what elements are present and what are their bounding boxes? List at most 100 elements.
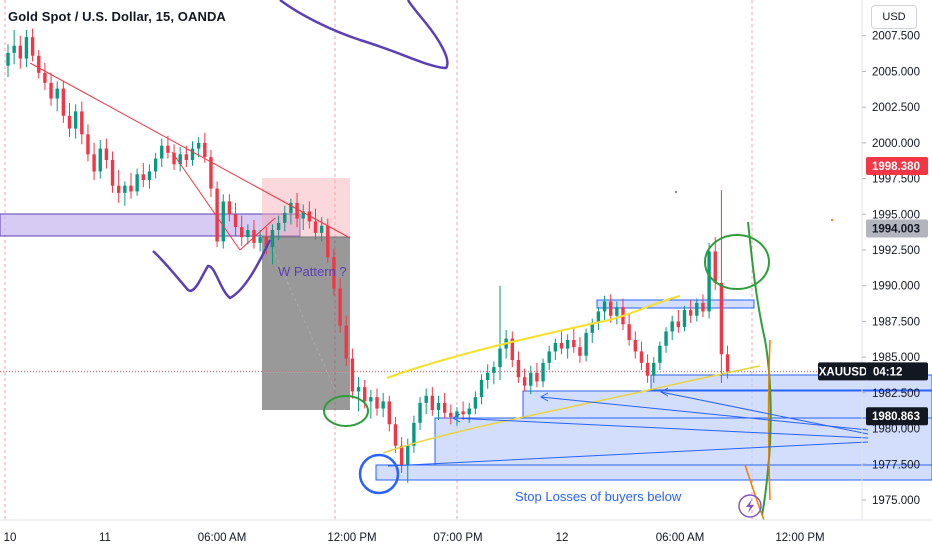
candle-body	[652, 362, 656, 376]
candle-body	[61, 88, 66, 116]
candle-body	[196, 142, 201, 149]
time-tick-label: 07:00 PM	[433, 532, 482, 544]
price-tick-label: 1977.500	[872, 459, 920, 471]
green-circle-low[interactable]	[323, 395, 369, 427]
candle-body	[701, 302, 705, 312]
currency-button[interactable]: USD	[871, 5, 917, 29]
candle-body	[406, 445, 410, 466]
candle-body	[725, 354, 730, 372]
candle-body	[596, 311, 601, 323]
price-tick-label: 1980.000	[872, 424, 920, 436]
time-tick-label: 12	[556, 532, 569, 544]
time-axis[interactable]: 10 11 06:00 AM 12:00 PM 07:00 PM 12 06:00 AM 12…	[0, 519, 932, 544]
inner-trendline[interactable]	[171, 151, 241, 251]
yellow-upper-channel[interactable]	[386, 295, 681, 379]
candle-body	[412, 422, 416, 446]
blue-arrow-line[interactable]	[387, 441, 869, 467]
candle-body	[645, 362, 650, 376]
candle-body	[55, 88, 59, 99]
candle-body	[209, 157, 213, 189]
time-tick-label: 06:00 AM	[198, 532, 247, 544]
blue-zone-middle[interactable]	[522, 390, 932, 419]
time-tick-label: 12:00 PM	[327, 532, 376, 544]
candle-body	[313, 221, 318, 233]
candle-body	[393, 424, 398, 446]
candle-body	[258, 237, 262, 243]
candle-body	[688, 310, 693, 316]
candle-body	[37, 55, 41, 73]
w-pattern-curve[interactable]	[152, 239, 272, 300]
candle-body	[344, 325, 348, 359]
price-tag-label: 1980.863	[872, 411, 920, 423]
candle-body	[184, 154, 189, 160]
orange-projection-curve[interactable]	[744, 464, 765, 521]
candle-body	[430, 395, 435, 410]
candle-body	[572, 340, 576, 348]
short-target-zone[interactable]	[262, 178, 350, 237]
short-risk-zone[interactable]	[262, 237, 350, 410]
candle-body	[166, 145, 170, 153]
price-tag	[866, 157, 928, 175]
candle-body	[535, 372, 539, 382]
candle-body	[233, 214, 238, 228]
candle-body	[246, 230, 250, 238]
candle-body	[270, 230, 275, 248]
candle-body	[141, 174, 145, 180]
orange-projection-curve[interactable]	[767, 339, 771, 501]
yellow-lower-channel[interactable]	[382, 365, 761, 454]
candle-body	[449, 412, 453, 418]
descending-trendline[interactable]	[29, 62, 351, 239]
candle-body	[252, 230, 256, 243]
blue-arrow-line[interactable]	[452, 417, 869, 439]
candle-body	[479, 380, 484, 398]
candle-body	[658, 345, 662, 363]
stop-losses-label: Stop Losses of buyers below	[515, 489, 682, 504]
candle-body	[609, 301, 613, 316]
blue-zone-top[interactable]	[596, 299, 755, 309]
candle-body	[424, 395, 428, 403]
candle-body	[338, 288, 342, 326]
candle-body	[295, 202, 299, 219]
candle-body	[387, 401, 391, 425]
candle-body	[436, 402, 441, 410]
candle-body	[332, 257, 336, 289]
candle-body	[92, 154, 96, 172]
candle-body	[559, 342, 564, 349]
green-projection-curve[interactable]	[747, 221, 772, 516]
candle-body	[584, 332, 588, 356]
candle-body	[98, 148, 102, 172]
symbol-title: Gold Spot / U.S. Dollar, 15, OANDA	[8, 9, 226, 24]
candle-body	[565, 340, 570, 349]
candle-body	[442, 402, 447, 413]
candle-body	[276, 222, 281, 230]
candle-body	[301, 211, 305, 219]
price-tick-label: 2002.500	[872, 102, 920, 114]
inner-trendline[interactable]	[239, 217, 276, 251]
candle-body	[6, 52, 10, 66]
lightning-icon[interactable]	[738, 494, 762, 518]
blue-arrow-line[interactable]	[540, 396, 869, 431]
price-tick-label: 1975.000	[872, 495, 920, 507]
candle-body	[215, 188, 219, 242]
candle-body	[467, 408, 471, 415]
symbol-tag	[818, 362, 868, 381]
blue-zone-lower[interactable]	[434, 417, 932, 466]
purple-supply-zone[interactable]	[0, 213, 301, 237]
candle-body	[326, 225, 330, 258]
candle-body	[160, 145, 164, 159]
purple-freehand-curve[interactable]	[279, 0, 449, 70]
green-circle-high[interactable]	[704, 234, 770, 290]
candle-body	[356, 387, 361, 392]
price-tick-label: 1985.000	[872, 352, 920, 364]
blue-arrow-line[interactable]	[660, 391, 869, 435]
candle-body	[264, 237, 268, 248]
price-axis[interactable]: 1975.000 1977.500 1980.000 1982.500 1985.000…	[861, 0, 920, 520]
drawings-layer: W Pattern ? Stop Losses of buyers below	[29, 0, 869, 521]
symbol-tag-label: XAUUSD	[819, 366, 868, 378]
blue-circle-low[interactable]	[358, 453, 400, 495]
candle-body	[178, 154, 182, 165]
blue-zone-bottom[interactable]	[375, 464, 932, 481]
candle-body	[461, 411, 465, 415]
